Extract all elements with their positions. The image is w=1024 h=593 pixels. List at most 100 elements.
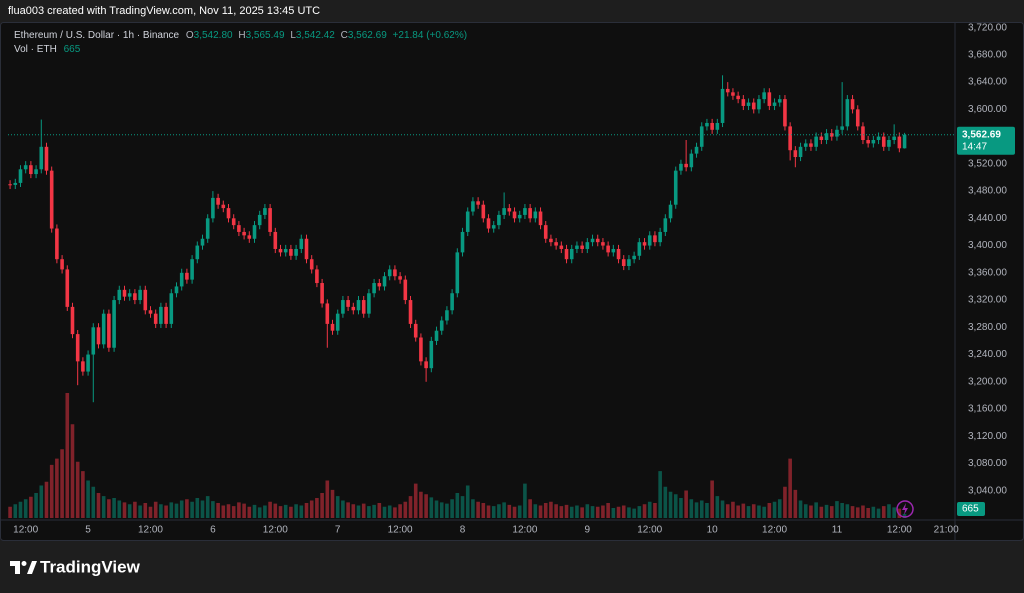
volume-bar [663,486,668,518]
volume-bar [133,501,137,518]
candle-body [39,146,44,170]
candle-body [751,102,756,110]
legend-o-label: O [186,30,194,41]
candle-body [465,211,470,232]
candle-body [653,235,657,243]
volume-bar [731,501,735,518]
candle-body [439,320,444,331]
volume-bar [486,505,491,518]
candle-body [471,201,475,212]
candle-body [710,122,714,130]
candle-body [538,211,543,226]
candle-body [621,259,626,266]
volume-bar [361,503,366,518]
candle-body [668,204,673,219]
candle-body [70,306,75,335]
volume-bar [153,501,158,518]
candle-body [507,208,512,212]
volume-bar [263,505,267,518]
candle-body [372,283,376,294]
y-tick-label: 3,480.00 [968,186,1007,197]
volume-bar [559,506,564,518]
volume-label: 665 [962,504,979,515]
candle-body [486,218,491,229]
logo-mark [10,561,20,574]
candle-body [29,165,33,175]
volume-bar [705,503,709,518]
candle-body [185,272,189,280]
volume-bar [143,503,148,518]
candle-body [803,143,808,147]
volume-bar [8,506,12,518]
volume-bar [346,502,350,518]
volume-bar [699,500,704,518]
volume-bar [242,503,246,518]
volume-bar [793,489,798,518]
volume-bar [127,504,132,518]
candle-body [65,269,70,307]
x-tick-label: 12:00 [263,525,288,536]
x-tick-label: 11 [832,525,843,536]
candle-body [829,133,834,137]
y-tick-label: 3,680.00 [968,50,1007,61]
volume-bar [892,507,896,518]
candle-body [190,259,194,280]
volume-bar [569,506,574,518]
legend-c: 3,562.69 [348,30,387,41]
volume-bar [216,503,220,518]
volume-bar [803,504,808,518]
candle-body [809,143,813,147]
volume-bar [580,507,584,518]
candle-body [793,150,798,158]
candle-body [897,136,902,149]
candle-body [658,231,662,243]
volume-bar [226,504,231,518]
x-tick-label: 12:00 [637,525,662,536]
volume-bar [861,505,865,518]
volume-bar [413,483,418,518]
countdown: 14:47 [962,141,987,152]
volume-bar [788,458,792,518]
candle-body [575,245,579,249]
candle-body [242,231,246,236]
volume-bar [39,485,44,518]
candle-body [632,255,636,260]
volume-bar [684,490,688,518]
candle-body [419,337,423,362]
candle-body [361,300,366,314]
volume-label-box [957,502,985,516]
volume-bar [335,496,340,518]
volume-bar [595,506,600,518]
y-tick-label: 3,120.00 [968,431,1007,442]
volume-bar [491,506,496,518]
candle-body [845,99,850,127]
volume-bar [855,507,860,518]
volume-bar [653,503,657,518]
candle-body [772,102,777,106]
candle-body [205,218,210,239]
volume-bar [876,508,881,518]
volume-bar [835,501,839,518]
candle-body [299,238,304,249]
volume-bar [809,505,813,518]
volume-bar [221,505,226,518]
volume-bar [783,486,787,518]
volume-bar [850,506,855,518]
candle-body [403,279,408,301]
volume-bar [465,485,470,518]
volume-bar [112,498,116,518]
volume-bar [49,464,54,518]
volume-bar [29,496,33,518]
candle-body [159,306,163,324]
candle-body [226,208,231,219]
candle-body [564,248,569,260]
volume-bar [538,505,543,518]
volume-bar [741,503,746,518]
volume-bar [767,503,772,518]
candle-body [117,289,122,301]
legend-o: 3,542.80 [194,30,233,41]
volume-bar [356,505,361,518]
volume-bar [231,506,236,518]
volume-bar [294,504,298,518]
volume-bar [419,491,423,518]
